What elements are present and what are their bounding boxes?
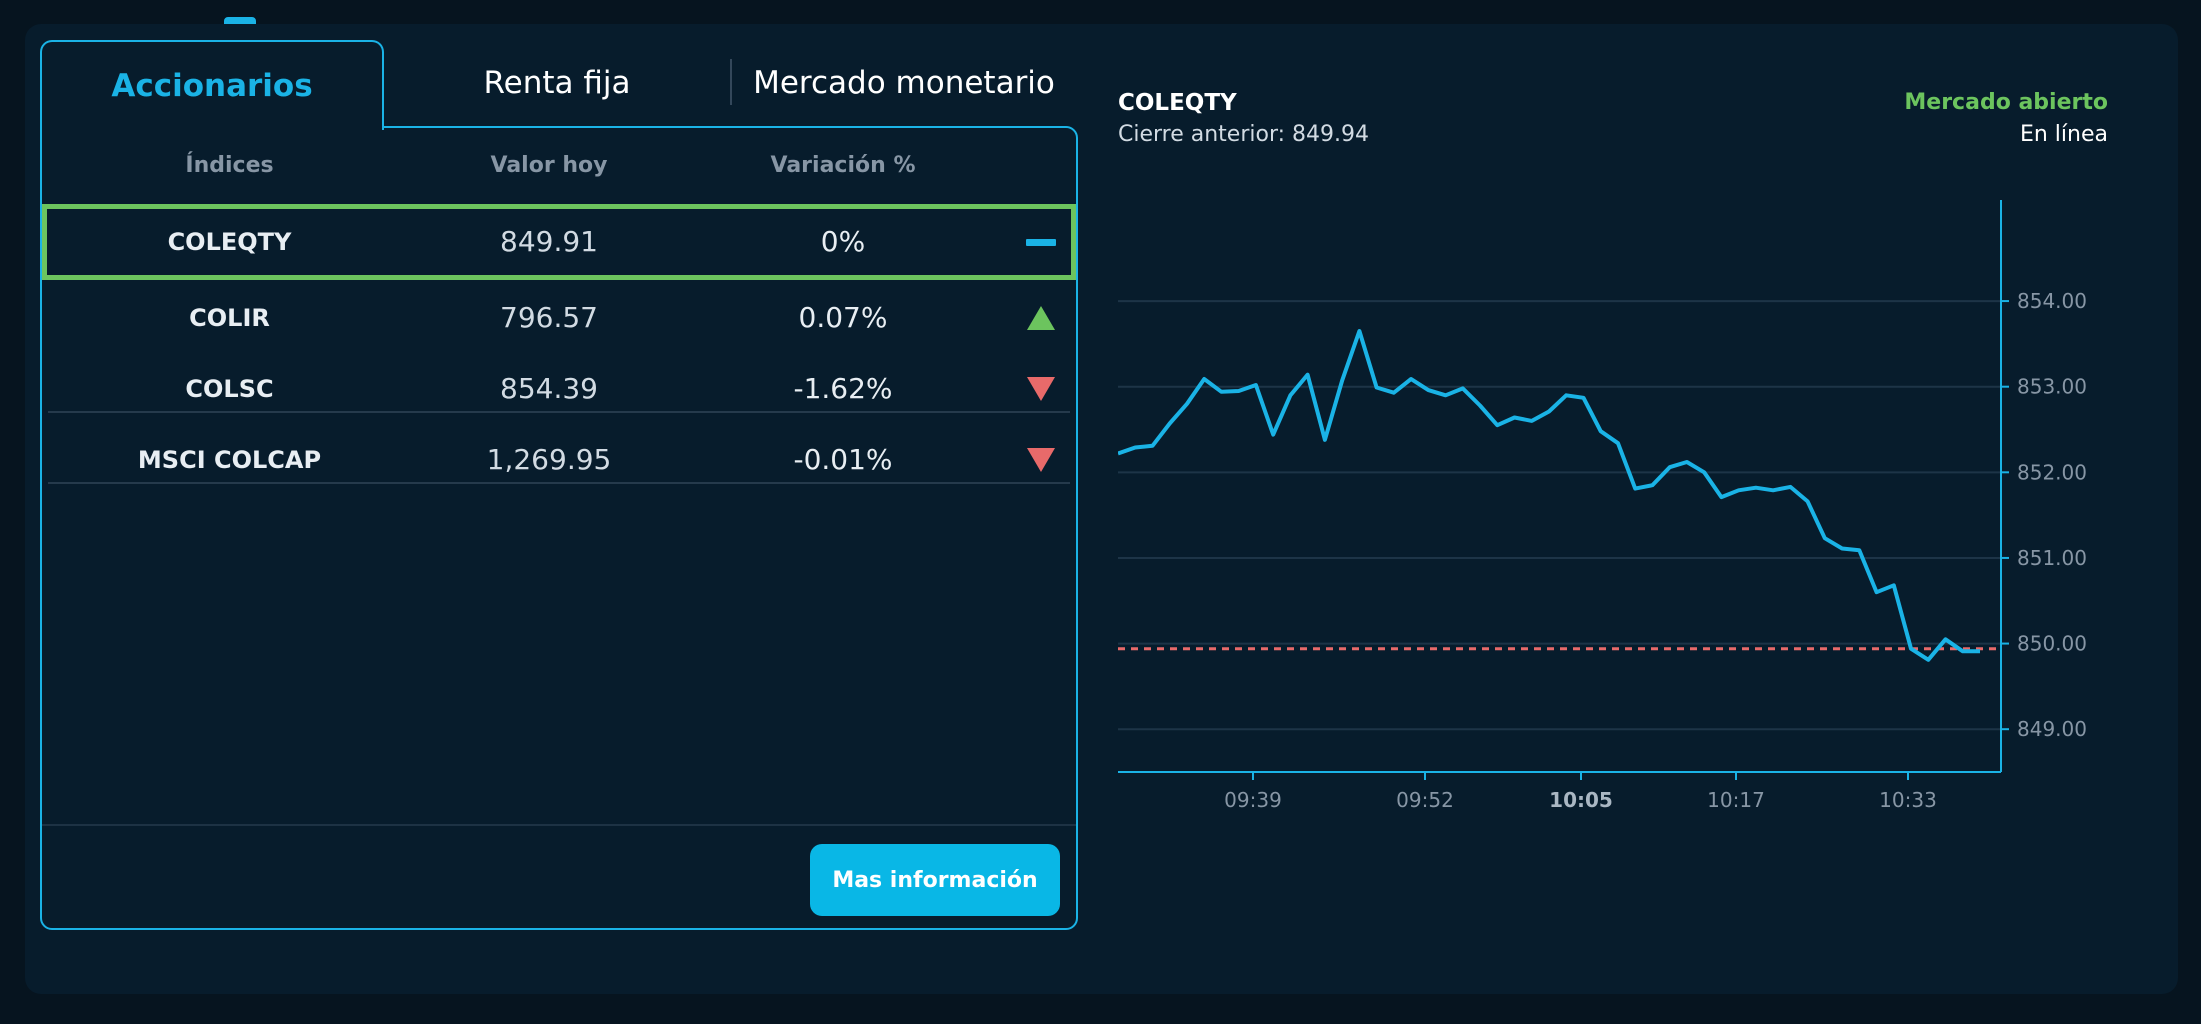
y-tick-label: 852.00 <box>2017 460 2087 484</box>
y-tick-label: 850.00 <box>2017 632 2087 656</box>
y-tick-label: 851.00 <box>2017 546 2087 570</box>
market-status: Mercado abierto <box>1904 90 2108 115</box>
column-header-indices: Índices <box>185 153 274 178</box>
price-chart-svg: 849.00 850.00 851.00 852.00 853.00 854.00 09:3… <box>1118 200 2087 812</box>
more-info-button[interactable]: Mas información <box>810 844 1060 916</box>
price-series-line <box>1118 329 1980 662</box>
top-tab-indicator <box>224 17 256 25</box>
index-name: COLIR <box>189 304 270 332</box>
table-row[interactable]: COLEQTY 849.91 0% <box>42 204 1076 280</box>
tab-accionarios[interactable]: Accionarios <box>40 40 384 130</box>
table-row[interactable]: COLSC 854.39 -1.62% <box>48 354 1070 424</box>
index-name: COLSC <box>185 375 274 403</box>
trend-down-icon <box>1026 377 1055 401</box>
x-tick-label: 10:33 <box>1879 788 1937 812</box>
trend-up-icon <box>1026 306 1055 330</box>
index-change: 0% <box>820 225 866 258</box>
column-header-variacion: Variación % <box>770 153 916 178</box>
index-change: -0.01% <box>793 443 893 476</box>
markets-panel <box>25 24 2178 994</box>
previous-close: Cierre anterior: 849.94 <box>1118 122 1370 147</box>
index-value: 1,269.95 <box>486 443 612 476</box>
chart-symbol: COLEQTY <box>1118 90 1237 116</box>
chart-header: COLEQTY Cierre anterior: 849.94 Mercado … <box>1118 90 2108 160</box>
index-value: 854.39 <box>500 372 598 405</box>
category-tabs: Accionarios Renta fija Mercado monetario <box>40 40 1078 130</box>
market-indices-widget: Accionarios Renta fija Mercado monetario… <box>40 40 1078 930</box>
index-name: COLEQTY <box>167 228 292 256</box>
row-divider <box>48 411 1070 413</box>
footer-divider <box>42 824 1076 826</box>
tab-divider <box>730 59 732 105</box>
y-tick-label: 853.00 <box>2017 375 2087 399</box>
x-tick-label: 10:05 <box>1549 788 1613 812</box>
trend-down-icon <box>1026 448 1055 472</box>
tab-mercado-monetario[interactable]: Mercado monetario <box>753 65 1055 101</box>
index-value: 796.57 <box>500 301 598 334</box>
index-name: MSCI COLCAP <box>137 446 322 474</box>
x-tick-label: 09:39 <box>1224 788 1282 812</box>
connection-status: En línea <box>2019 122 2108 147</box>
flat-trend-icon <box>1025 238 1056 246</box>
indices-table: Índices Valor hoy Variación % COLEQTY 84… <box>40 126 1078 930</box>
table-header: Índices Valor hoy Variación % <box>42 128 1076 204</box>
x-tick-label: 10:17 <box>1707 788 1765 812</box>
index-change: 0.07% <box>798 301 888 334</box>
index-value: 849.91 <box>500 225 598 258</box>
row-divider <box>48 482 1070 484</box>
y-tick-label: 849.00 <box>2017 717 2087 741</box>
index-change: -1.62% <box>793 372 893 405</box>
table-row[interactable]: COLIR 796.57 0.07% <box>48 283 1070 353</box>
column-header-valor-hoy: Valor hoy <box>490 153 608 178</box>
price-chart: 849.00 850.00 851.00 852.00 853.00 854.00 09:3… <box>1118 200 2108 840</box>
x-tick-label: 09:52 <box>1396 788 1454 812</box>
table-row[interactable]: MSCI COLCAP 1,269.95 -0.01% <box>48 425 1070 495</box>
tab-renta-fija[interactable]: Renta fija <box>483 65 631 101</box>
y-tick-label: 854.00 <box>2017 289 2087 313</box>
